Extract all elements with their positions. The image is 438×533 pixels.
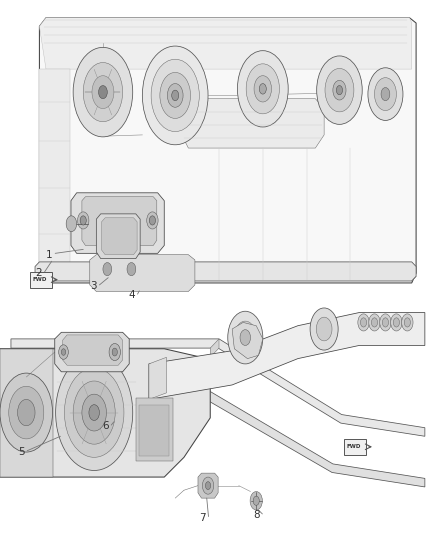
Circle shape <box>202 477 214 494</box>
Polygon shape <box>11 392 425 487</box>
Text: FWD: FWD <box>32 277 46 282</box>
Circle shape <box>66 216 77 232</box>
Text: 5: 5 <box>18 447 25 457</box>
Polygon shape <box>63 335 123 365</box>
Circle shape <box>228 311 263 364</box>
Polygon shape <box>0 349 210 477</box>
Circle shape <box>82 394 106 431</box>
Circle shape <box>371 318 378 327</box>
Circle shape <box>325 68 354 112</box>
Polygon shape <box>55 332 129 372</box>
Circle shape <box>160 72 191 118</box>
Circle shape <box>333 80 346 100</box>
Circle shape <box>73 47 133 137</box>
Circle shape <box>254 76 272 102</box>
Circle shape <box>358 314 369 331</box>
Polygon shape <box>11 339 425 437</box>
Polygon shape <box>82 197 157 245</box>
Circle shape <box>112 348 117 356</box>
Circle shape <box>127 263 136 276</box>
Text: 1: 1 <box>46 249 53 260</box>
Circle shape <box>89 405 99 421</box>
Circle shape <box>381 87 390 101</box>
Text: 8: 8 <box>253 510 260 520</box>
Circle shape <box>59 345 68 359</box>
Circle shape <box>99 85 107 99</box>
Polygon shape <box>149 312 425 399</box>
Circle shape <box>259 84 266 94</box>
Circle shape <box>78 212 89 229</box>
Polygon shape <box>35 262 416 281</box>
Polygon shape <box>39 18 416 283</box>
Bar <box>139 405 169 456</box>
FancyBboxPatch shape <box>30 272 52 288</box>
Circle shape <box>317 56 362 124</box>
Circle shape <box>404 318 410 327</box>
Text: 7: 7 <box>199 513 206 523</box>
Circle shape <box>172 90 179 101</box>
Circle shape <box>9 386 44 439</box>
Circle shape <box>240 330 251 345</box>
Polygon shape <box>39 69 70 273</box>
Circle shape <box>149 216 155 225</box>
Text: 4: 4 <box>128 290 135 301</box>
Circle shape <box>253 496 259 505</box>
Text: FWD: FWD <box>346 445 360 449</box>
Circle shape <box>18 399 35 426</box>
Circle shape <box>310 308 338 350</box>
Circle shape <box>205 482 211 490</box>
Polygon shape <box>182 99 324 148</box>
Circle shape <box>250 491 262 510</box>
Text: 6: 6 <box>102 422 109 431</box>
Circle shape <box>369 314 380 331</box>
Polygon shape <box>71 193 164 253</box>
Circle shape <box>80 216 86 225</box>
Polygon shape <box>198 473 218 498</box>
Circle shape <box>92 76 114 109</box>
Circle shape <box>237 51 288 127</box>
Text: 3: 3 <box>90 281 97 291</box>
Polygon shape <box>232 322 263 359</box>
Circle shape <box>316 317 332 341</box>
Circle shape <box>147 212 158 229</box>
Circle shape <box>380 314 391 331</box>
Circle shape <box>360 318 367 327</box>
Circle shape <box>142 46 208 145</box>
Circle shape <box>73 381 115 444</box>
Circle shape <box>234 321 256 354</box>
Circle shape <box>109 343 120 361</box>
Circle shape <box>402 314 413 331</box>
Polygon shape <box>96 214 140 259</box>
Circle shape <box>167 84 183 107</box>
Bar <box>136 398 173 461</box>
Circle shape <box>382 318 389 327</box>
Polygon shape <box>0 349 53 477</box>
Circle shape <box>391 314 402 331</box>
Polygon shape <box>39 18 412 69</box>
Circle shape <box>393 318 399 327</box>
Circle shape <box>56 354 133 471</box>
Polygon shape <box>102 218 137 255</box>
Circle shape <box>246 64 279 114</box>
Polygon shape <box>90 255 195 292</box>
Circle shape <box>151 59 199 132</box>
Circle shape <box>368 68 403 120</box>
Polygon shape <box>210 339 219 357</box>
Circle shape <box>83 62 123 122</box>
Circle shape <box>0 373 53 452</box>
Circle shape <box>103 263 112 276</box>
FancyBboxPatch shape <box>344 439 366 455</box>
Circle shape <box>336 85 343 95</box>
Circle shape <box>64 368 124 457</box>
Circle shape <box>374 78 396 110</box>
Polygon shape <box>149 357 166 399</box>
Circle shape <box>61 349 66 356</box>
Text: 2: 2 <box>35 268 42 278</box>
